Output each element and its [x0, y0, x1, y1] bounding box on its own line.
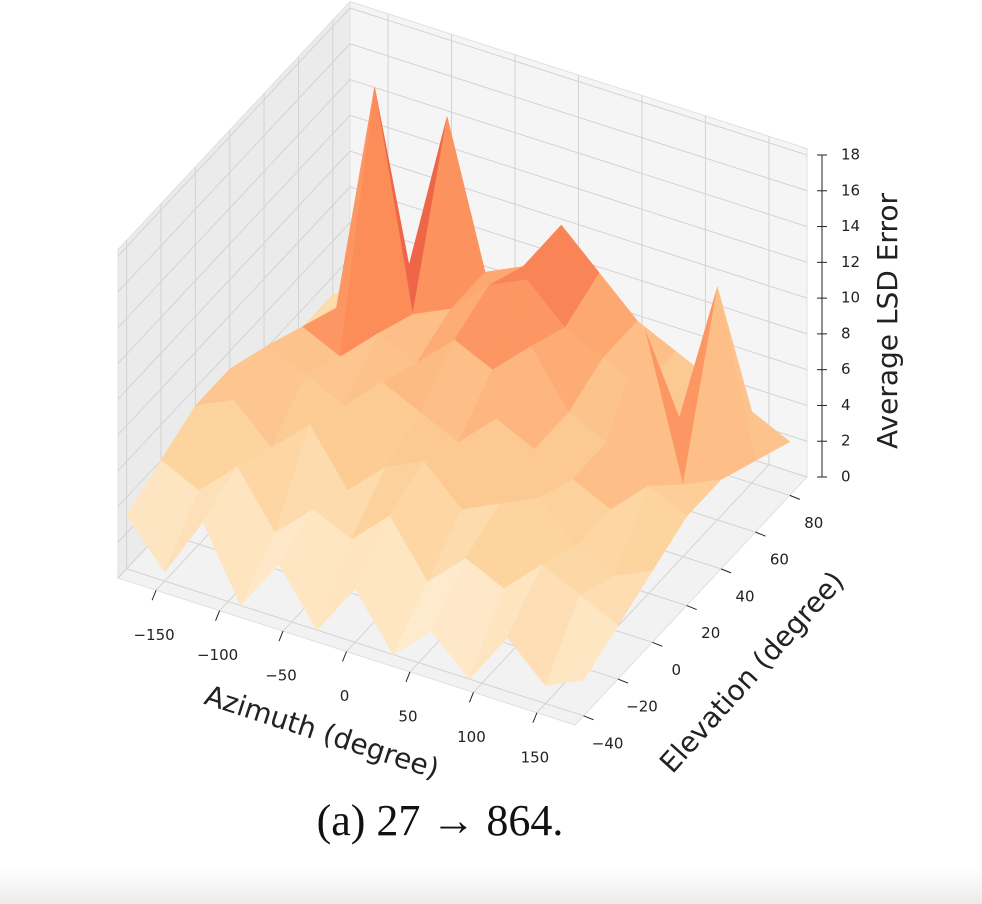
- footer-bar: [0, 868, 982, 904]
- z-tick-label: 0: [841, 468, 851, 486]
- grid-line: [117, 114, 351, 364]
- x-tick-label: −50: [265, 667, 297, 685]
- x-tick-label: 150: [521, 748, 550, 766]
- z-tick-label: 4: [841, 396, 851, 414]
- x-axis-label: Azimuth (degree): [201, 679, 443, 786]
- z-tick-label: 2: [841, 432, 851, 450]
- grid-line: [117, 79, 351, 328]
- x-tick-label: −100: [197, 646, 238, 664]
- grid-line: [349, 79, 808, 228]
- y-tick-mark: [789, 494, 801, 500]
- y-tick-label: −40: [592, 734, 624, 752]
- grid-line: [117, 222, 351, 472]
- z-tick-label: 8: [841, 324, 851, 342]
- grid-line: [349, 7, 808, 156]
- y-tick-label: 20: [701, 624, 720, 642]
- y-tick-label: 60: [770, 551, 789, 569]
- grid-line: [126, 568, 584, 717]
- surface: [126, 87, 791, 687]
- y-tick-mark: [686, 605, 697, 611]
- x-tick-mark: [468, 692, 474, 703]
- z-tick-label: 6: [841, 360, 851, 378]
- y-tick-mark: [755, 531, 766, 537]
- z-tick-label: 14: [841, 217, 860, 235]
- z-tick-label: 12: [841, 253, 860, 271]
- x-tick-mark: [532, 712, 538, 723]
- grid-line: [349, 43, 808, 192]
- x-tick-label: 0: [340, 687, 350, 705]
- x-tick-mark: [278, 630, 284, 642]
- surface-patch: [545, 594, 619, 687]
- chart: −150 −100 −50 0 50 100 150 −40−20 0 20 40 60 80 0 2 4 6 8…: [117, 0, 904, 786]
- z-tick-label: 16: [841, 181, 860, 199]
- z-tick-label: 18: [841, 146, 860, 164]
- y-tick-mark: [617, 678, 629, 684]
- x-tick-mark: [215, 610, 221, 621]
- x-tick-label: 100: [457, 728, 486, 746]
- x-tick-mark: [342, 651, 347, 662]
- x-tick-mark: [151, 590, 157, 601]
- y-tick-label: −20: [626, 698, 658, 716]
- caption: (a) 27 → 864.: [316, 796, 564, 845]
- z-tick-label: 10: [841, 289, 860, 307]
- grid-line: [117, 43, 351, 293]
- y-tick-label: 40: [736, 587, 755, 605]
- grid-line: [117, 186, 351, 436]
- grid-line: [349, 150, 808, 299]
- y-tick-label: 0: [672, 661, 682, 679]
- y-tick-mark: [652, 641, 663, 647]
- grid-line: [117, 150, 351, 400]
- z-axis-label: Average LSD Error: [871, 193, 904, 449]
- y-tick-mark: [583, 715, 594, 721]
- y-tick-label: 80: [804, 514, 823, 532]
- x-tick-label: −150: [133, 626, 174, 644]
- grid-line: [349, 114, 808, 263]
- y-tick-mark: [720, 568, 732, 574]
- x-tick-label: 50: [398, 707, 417, 725]
- x-tick-mark: [405, 671, 411, 683]
- grid-line: [117, 7, 351, 257]
